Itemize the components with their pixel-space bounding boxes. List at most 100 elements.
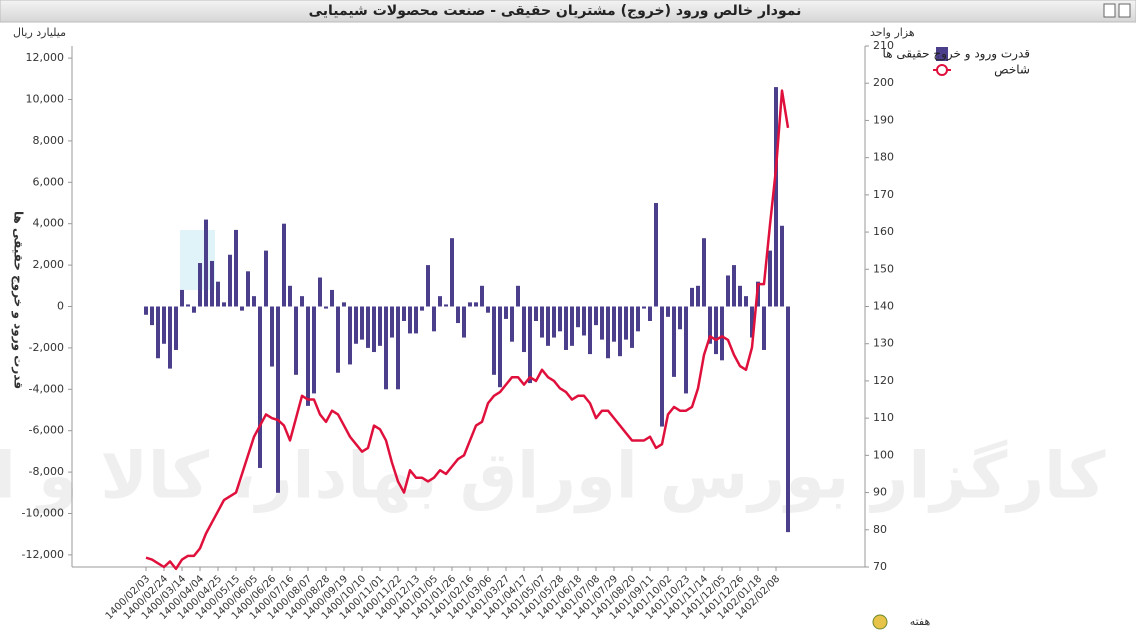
y2-tick-label: 190: [873, 113, 894, 126]
bar: [738, 285, 742, 307]
bar: [498, 306, 502, 388]
bar: [288, 285, 292, 307]
bar: [408, 306, 412, 334]
y2-tick-label: 140: [873, 300, 894, 313]
bar: [588, 306, 592, 355]
watermark: کارگزار بورس اوراق بهادار، کالا و انرژی: [0, 439, 1106, 514]
bar: [468, 302, 472, 307]
bar: [186, 304, 190, 307]
y-tick-label: 12,000: [26, 51, 65, 64]
legend-swatch: [936, 47, 948, 61]
x-axis-title: هفته: [910, 615, 931, 628]
y-tick-label: -10,000: [22, 506, 64, 519]
print-icon[interactable]: [1103, 3, 1116, 18]
bar: [240, 306, 244, 311]
y2-tick-label: 80: [873, 523, 887, 536]
y-tick-label: -4,000: [29, 382, 64, 395]
bar: [570, 306, 574, 346]
bar: [624, 306, 628, 340]
y2-tick-label: 160: [873, 225, 894, 238]
bar: [372, 306, 376, 353]
bar: [708, 306, 712, 344]
y2-tick-label: 210: [873, 39, 894, 52]
bar: [462, 306, 466, 338]
legend-swatch: [936, 64, 948, 76]
y-tick-label: -8,000: [29, 465, 64, 478]
bar: [744, 296, 748, 307]
bar: [480, 285, 484, 307]
bar: [264, 250, 268, 307]
bar: [594, 306, 598, 326]
export-icon[interactable]: [1118, 3, 1131, 18]
bar: [768, 250, 772, 307]
y2-tick-label: 100: [873, 448, 894, 461]
bar: [678, 306, 682, 330]
bar: [330, 289, 334, 307]
bar: [312, 306, 316, 394]
y2-tick-label: 200: [873, 76, 894, 89]
bar: [222, 302, 226, 307]
bar: [180, 289, 184, 307]
bar: [612, 306, 616, 342]
bar: [576, 306, 580, 328]
bar: [732, 265, 736, 307]
bar: [366, 306, 370, 348]
bar: [438, 296, 442, 307]
bar: [690, 287, 694, 307]
legend-label: شاخص: [994, 63, 1030, 78]
bar: [216, 281, 220, 307]
y2-tick-label: 150: [873, 262, 894, 275]
bar: [510, 306, 514, 342]
bar: [378, 306, 382, 346]
bar: [492, 306, 496, 375]
y2-unit: هزار واحد: [870, 26, 915, 39]
bar: [726, 275, 730, 307]
bar: [414, 306, 418, 334]
y-tick-label: 2,000: [33, 258, 65, 271]
bar: [228, 254, 232, 307]
bar: [210, 260, 214, 307]
bar: [522, 306, 526, 353]
bar: [696, 285, 700, 307]
bar: [276, 306, 280, 493]
bar: [396, 306, 400, 390]
y2-tick-label: 130: [873, 337, 894, 350]
bar: [318, 277, 322, 307]
bar: [162, 306, 166, 344]
refresh-icon[interactable]: [872, 614, 888, 630]
y2-tick-label: 180: [873, 151, 894, 164]
bar: [636, 306, 640, 332]
bar: [150, 306, 154, 326]
bar: [720, 306, 724, 361]
bar: [450, 238, 454, 307]
bar: [360, 306, 364, 340]
bar: [294, 306, 298, 375]
y-tick-label: -12,000: [22, 548, 64, 561]
bar: [672, 306, 676, 377]
y-tick-label: 4,000: [33, 217, 65, 230]
bar: [654, 203, 658, 307]
bar: [306, 306, 310, 406]
bar: [516, 285, 520, 307]
bar: [270, 306, 274, 367]
y-tick-label: 0: [57, 300, 64, 313]
bar: [474, 302, 478, 307]
bar: [354, 306, 358, 344]
y-tick-label: 8,000: [33, 134, 65, 147]
bar: [192, 306, 196, 313]
bar: [684, 306, 688, 394]
bar: [426, 265, 430, 307]
bar: [714, 306, 718, 355]
bar: [780, 225, 784, 307]
y2-tick-label: 90: [873, 486, 887, 499]
bar: [336, 306, 340, 373]
bar: [534, 306, 538, 321]
y-tick-label: 6,000: [33, 175, 65, 188]
watermark-shape: [180, 230, 215, 290]
bar: [456, 306, 460, 324]
bar: [420, 306, 424, 311]
bar: [204, 219, 208, 307]
bar: [234, 229, 238, 307]
bar: [540, 306, 544, 338]
